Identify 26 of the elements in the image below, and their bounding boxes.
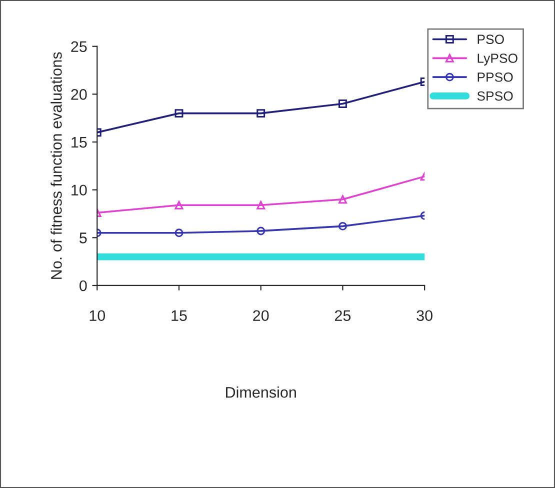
point xyxy=(174,228,184,238)
point xyxy=(256,226,266,236)
point xyxy=(338,100,347,108)
x-tick-label: 20 xyxy=(253,310,269,322)
y-tick-label: 10 xyxy=(72,184,87,196)
point xyxy=(174,200,184,210)
x-axis-title: Dimension xyxy=(226,386,296,398)
point xyxy=(338,222,347,230)
point xyxy=(256,200,266,210)
legend-label: PSO xyxy=(478,34,504,44)
legend-label: SPSO xyxy=(477,91,513,101)
y-tick-label: 5 xyxy=(80,232,87,244)
legend-label: PPSO xyxy=(478,72,513,82)
point xyxy=(174,109,184,118)
x-tick-label: 30 xyxy=(416,310,432,322)
y-tick-label: 20 xyxy=(71,89,87,100)
y-axis-title: No. of fitness function evaluations xyxy=(50,52,62,279)
x-tick-label: 15 xyxy=(172,310,187,322)
point xyxy=(338,195,347,204)
y-tick-label: 15 xyxy=(72,137,87,148)
legend-label: LyPSO xyxy=(478,54,518,66)
y-tick-label: 0 xyxy=(80,280,87,292)
point xyxy=(256,109,266,118)
x-tick-label: 10 xyxy=(90,310,106,322)
x-tick-label: 25 xyxy=(334,310,351,322)
y-tick-label: 25 xyxy=(71,41,87,52)
